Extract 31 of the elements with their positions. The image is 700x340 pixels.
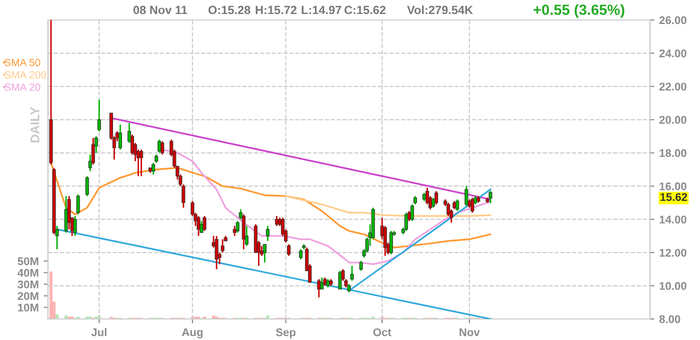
- text: 15.62: [660, 193, 688, 201]
- y-tick-label: 20.00: [659, 116, 686, 124]
- text: Vol:279.54K: [407, 6, 473, 14]
- x-tick-label: Sep: [276, 328, 296, 338]
- y-tick-label: 18.00: [660, 149, 686, 158]
- y-tick-label: 26.00: [659, 16, 686, 24]
- x-tick-label: Nov: [460, 328, 480, 336]
- text: H:15.72: [256, 6, 297, 14]
- y2-tick-label: 40M: [18, 268, 38, 277]
- y2-tick-label: 30M: [18, 280, 38, 288]
- legend-label: SMA 200: [4, 71, 46, 79]
- y2-tick-label: 10M: [18, 304, 38, 312]
- text: O:15.28: [208, 6, 250, 14]
- x-tick-label: Oct: [373, 328, 392, 336]
- y-tick-label: 12.00: [660, 248, 686, 257]
- x-tick-label: Aug: [182, 328, 203, 338]
- x-tick-label: Jul: [91, 328, 106, 336]
- y-tick-label: 22.00: [659, 82, 686, 91]
- y-tick-label: 8.00: [659, 315, 680, 324]
- legend-label: SMA 20: [4, 83, 40, 91]
- y-tick-label: 16.00: [660, 182, 686, 190]
- y-tick-label: 10.00: [660, 282, 686, 290]
- y-tick-label: 14.00: [660, 216, 686, 224]
- y2-tick-label: 20M: [18, 292, 38, 300]
- text: L:14.97: [302, 6, 342, 14]
- y-tick-label: 24.00: [659, 49, 686, 58]
- text: C:15.62: [344, 6, 386, 14]
- legend-label: SMA 50: [4, 58, 40, 66]
- text: +0.55 (3.65%): [534, 4, 624, 18]
- y2-tick-label: 50M: [18, 257, 38, 266]
- text: 08 Nov 11: [133, 6, 188, 14]
